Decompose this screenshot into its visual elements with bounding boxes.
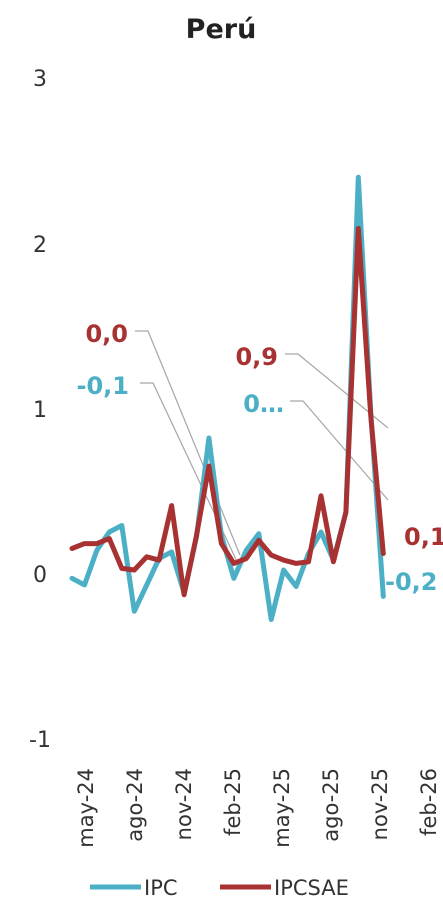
y-tick-label: -1 — [29, 728, 51, 753]
x-tick-label: ago-25 — [319, 768, 343, 842]
legend-label-ipc: IPC — [144, 876, 178, 900]
plot-area — [69, 174, 386, 622]
leader-line — [290, 400, 389, 501]
y-axis: 3 2 1 0 -1 — [29, 67, 51, 753]
y-tick-label: 3 — [33, 67, 47, 92]
leader-line — [140, 382, 241, 569]
leader-line — [135, 330, 241, 556]
data-label: -0,2 — [385, 568, 437, 596]
data-label: 0,0 — [85, 320, 128, 348]
y-tick-label: 0 — [33, 563, 47, 588]
series-line-ipcsae — [69, 226, 386, 598]
y-tick-label: 1 — [33, 398, 47, 423]
data-label: 0,9 — [235, 343, 278, 371]
legend: IPC IPCSAE — [90, 876, 349, 900]
x-tick-label: nov-24 — [172, 768, 196, 840]
x-tick-label: ago-24 — [123, 768, 147, 842]
x-tick-label: may-25 — [270, 768, 294, 848]
x-tick-label: nov-25 — [368, 768, 392, 840]
data-labels: 0,0 -0,1 0,9 0… 0,1 -0,2 — [77, 320, 443, 596]
x-tick-label: feb-26 — [417, 768, 441, 836]
data-label: -0,1 — [77, 372, 129, 400]
data-label: 0… — [243, 390, 284, 418]
x-tick-label: may-24 — [74, 768, 98, 848]
leader-line — [285, 353, 389, 429]
data-label: 0,1 — [404, 523, 443, 551]
chart-title: Perú — [186, 14, 257, 45]
legend-label-ipcsae: IPCSAE — [274, 876, 349, 900]
x-tick-label: feb-25 — [221, 768, 245, 836]
x-axis: may-24 ago-24 nov-24 feb-25 may-25 ago-25 nov-… — [74, 768, 441, 848]
y-tick-label: 2 — [33, 233, 47, 258]
